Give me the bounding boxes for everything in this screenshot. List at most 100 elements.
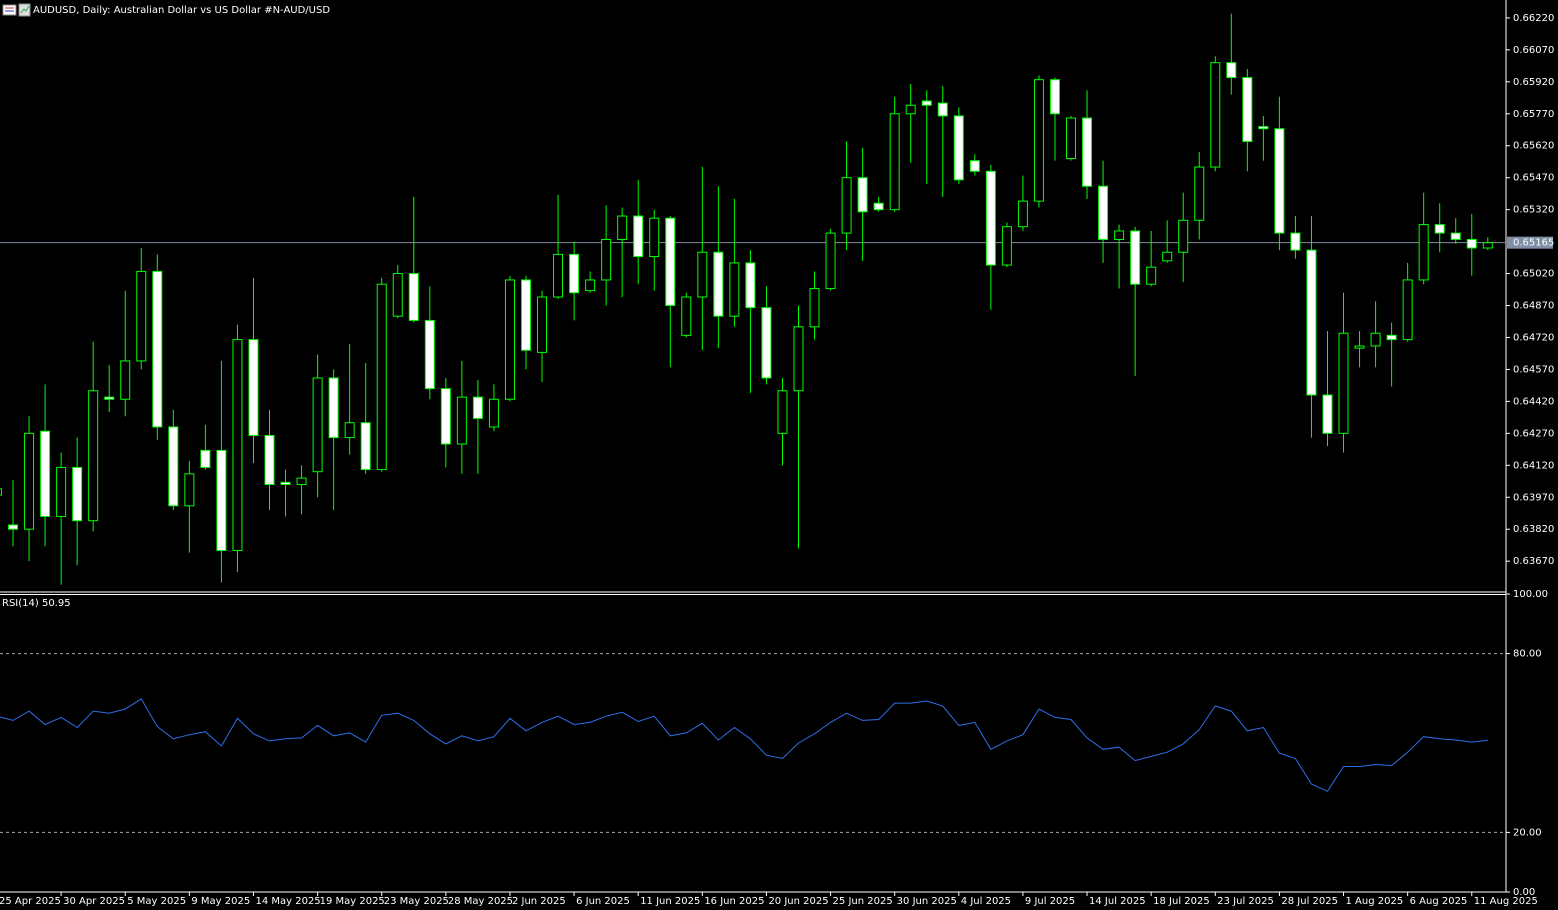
candle-body [969,160,980,172]
header-icons [2,3,31,17]
y-tick-label: 0.64720 [1513,332,1554,343]
candle-body [761,307,772,379]
x-tick-label: 1 Aug 2025 [1346,896,1404,907]
x-tick-label: 23 May 2025 [384,896,449,907]
current-price-box [1507,236,1553,249]
candle-body [729,262,740,317]
candle-body [665,217,676,307]
y-tick-label: 100.00 [1513,589,1548,600]
x-tick-label: 11 Aug 2025 [1474,896,1538,907]
candle-body [456,396,467,445]
candle-body [168,426,179,507]
x-tick-label: 18 Jul 2025 [1153,896,1210,907]
candle-body [152,270,163,428]
candle-body [136,270,147,362]
candle-body [1274,128,1285,234]
x-tick-label: 14 Jul 2025 [1089,896,1146,907]
candle-body [1258,126,1269,130]
y-tick-label: 0.64270 [1513,428,1554,439]
chart-title: AUDUSD, Daily: Australian Dollar vs US D… [33,5,330,16]
x-tick-label: 9 May 2025 [191,896,250,907]
candle-body [873,202,884,211]
candle-body [328,377,339,439]
candle-body [1066,117,1077,160]
candle-body [296,477,307,485]
candle-body [72,466,83,522]
candle-body [1033,79,1044,202]
candle-body [793,326,804,392]
y-tick-label: 0.64120 [1513,460,1554,471]
candle-body [216,449,227,552]
candle-body [1082,117,1093,187]
candle-body [985,170,996,266]
candle-body [1370,332,1381,347]
menu-icon[interactable] [2,4,17,16]
y-tick-label: 0.65620 [1513,141,1554,152]
candle-body [1162,251,1173,262]
candle-body [1322,394,1333,434]
candle-body [1242,77,1253,142]
y-tick-label: 80.00 [1513,649,1542,660]
x-tick-label: 30 Jun 2025 [897,896,957,907]
y-tick-label: 0.66070 [1513,45,1554,56]
candle-body [553,253,564,298]
candle-body [905,104,916,115]
icon-line [20,5,30,14]
y-tick-label: 0.64420 [1513,396,1554,407]
candle-body [953,115,964,181]
candle-body [1354,345,1365,349]
candle-body [40,430,51,517]
x-tick-label: 28 May 2025 [448,896,513,907]
candle-body [681,296,692,336]
candle-body [8,524,19,530]
rsi-line [0,698,1488,792]
candle-body [1418,224,1429,281]
candle-body [809,287,820,328]
candle-body [440,388,451,445]
x-tick-label: 9 Jul 2025 [1025,896,1075,907]
candle-body [1338,332,1349,434]
candle-body [777,390,788,434]
candle-body [1146,266,1157,285]
x-tick-label: 25 Apr 2025 [0,896,61,907]
x-tick-label: 11 Jun 2025 [640,896,700,907]
candle-body [1049,79,1060,115]
candle-body [1434,224,1445,234]
candle-body [1178,219,1189,253]
candle-body [264,434,275,485]
y-tick-label: 0.65020 [1513,269,1554,280]
candle-body [56,466,67,517]
x-tick-label: 23 Jul 2025 [1217,896,1274,907]
candle-body [1466,238,1477,249]
candle-body [745,262,756,309]
candle-body [649,217,660,258]
candle-body [585,279,596,292]
y-tick-label: 0.64570 [1513,364,1554,375]
x-tick-label: 6 Jun 2025 [576,896,630,907]
rsi-title: RSI(14) 50.95 [2,598,71,609]
current-price-label: 0.65165 [1513,238,1554,249]
x-tick-label: 6 Aug 2025 [1410,896,1468,907]
y-tick-label: 0.63970 [1513,492,1554,503]
candle-body [424,319,435,390]
candle-body [1450,232,1461,240]
candle-body [184,473,195,507]
candle-body [200,449,211,468]
y-tick-label: 0.65770 [1513,109,1554,120]
candle-body [889,113,900,211]
x-tick-label: 2 Jun 2025 [512,896,566,907]
x-tick-label: 16 Jun 2025 [704,896,764,907]
candle-body [633,215,644,258]
candle-body [617,215,628,240]
candle-body [376,283,387,471]
candle-body [1098,185,1109,240]
candle-body [569,253,580,294]
candle-body [937,102,948,117]
candle-body [392,273,403,317]
candle-body [1386,334,1397,341]
candle-body [1001,226,1012,266]
candle-body [1114,230,1125,240]
